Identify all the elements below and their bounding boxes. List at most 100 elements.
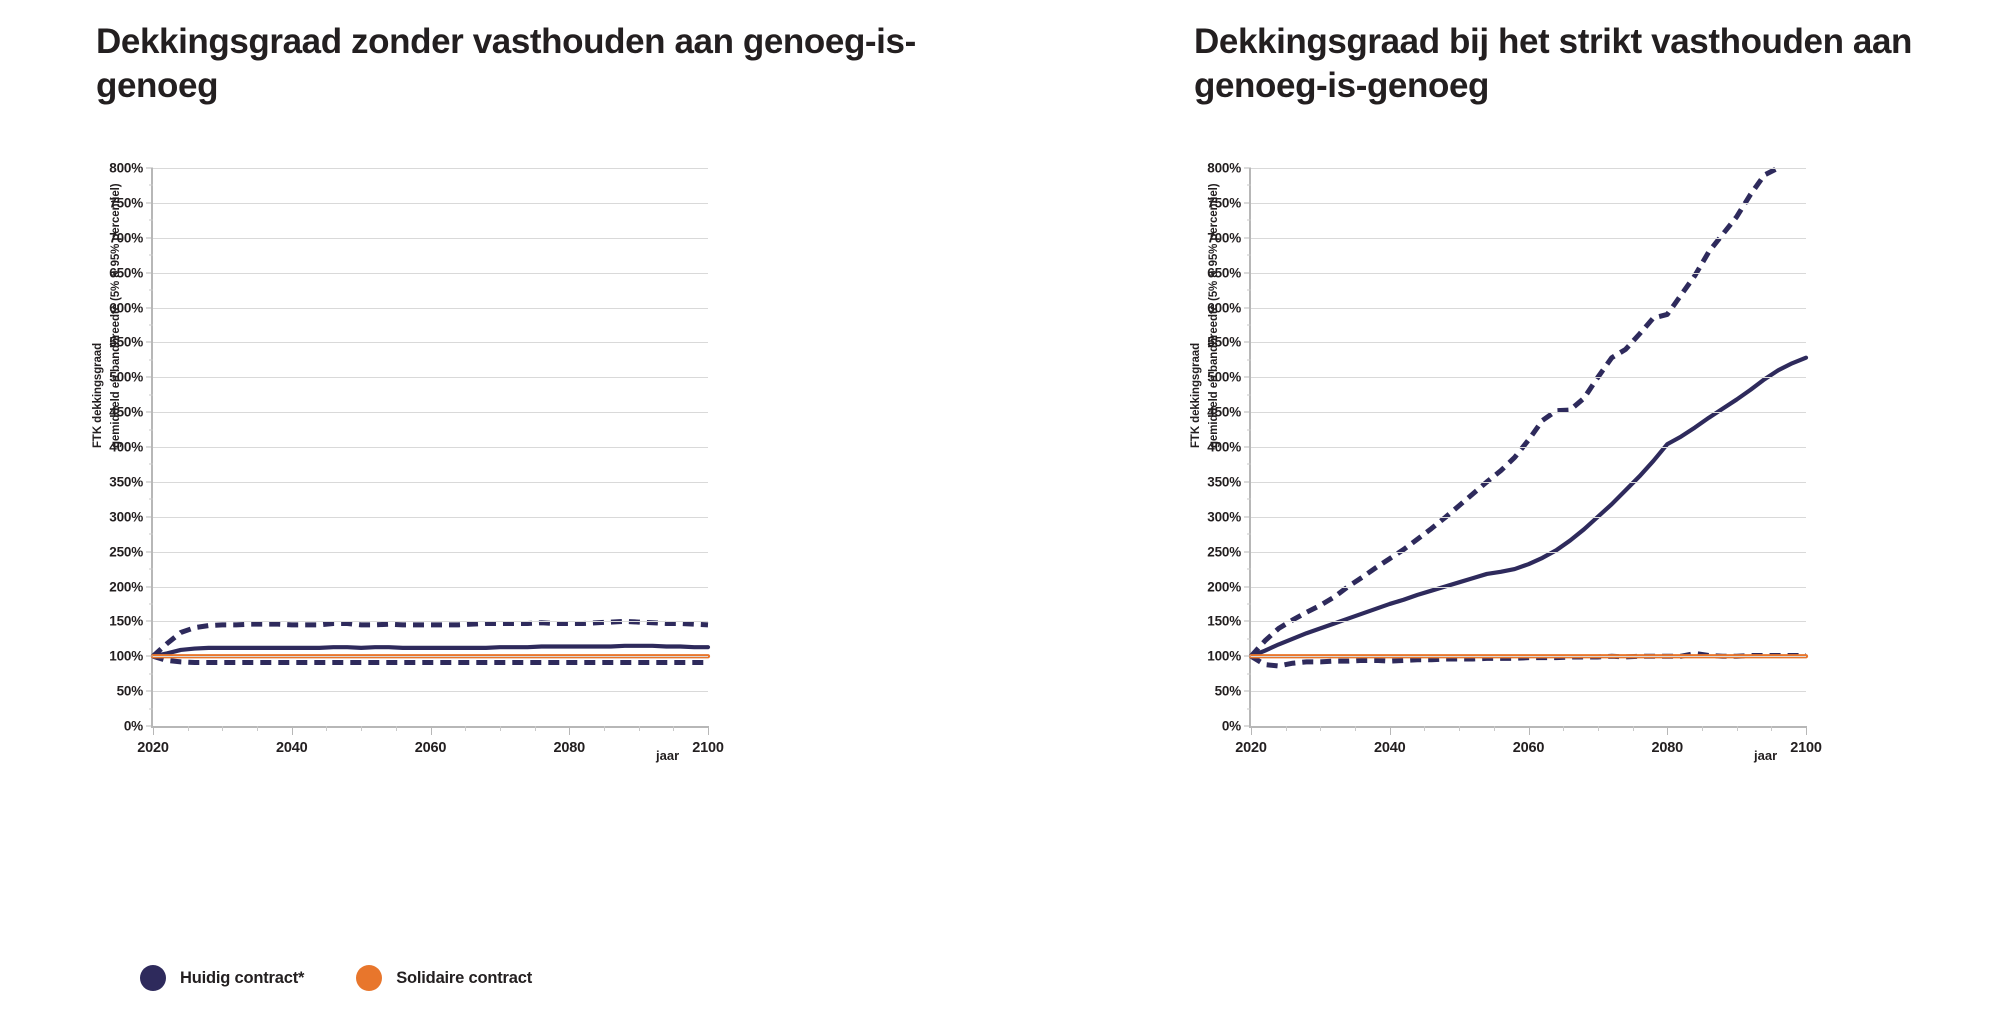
y-axis-tick-mark	[146, 655, 153, 657]
x-axis-tick-mark	[1528, 726, 1530, 735]
y-axis-tick-label: 400%	[1207, 439, 1241, 455]
y-axis-minor-tick	[1247, 394, 1251, 396]
gridline	[1251, 586, 1806, 588]
gridline	[1251, 272, 1806, 274]
y-axis-tick-mark	[146, 481, 153, 483]
gridline	[1251, 202, 1806, 204]
y-axis-minor-tick	[149, 638, 153, 640]
y-axis-tick-label: 200%	[1207, 579, 1241, 594]
gridline	[153, 621, 708, 623]
y-axis-tick-mark	[146, 237, 153, 239]
y-axis-minor-tick	[149, 673, 153, 675]
y-axis-tick-label: 500%	[1207, 369, 1241, 385]
gridline	[153, 412, 708, 414]
x-axis-tick-label: 2020	[1235, 740, 1267, 756]
series-line	[1248, 355, 1809, 659]
gridline	[1251, 168, 1806, 169]
y-axis-tick-label: 500%	[109, 369, 143, 385]
legend-dot-icon	[356, 965, 383, 991]
y-axis-minor-tick	[1247, 359, 1251, 361]
legend-dot-icon	[140, 965, 166, 991]
y-axis-tick-label: 450%	[109, 404, 143, 420]
y-axis-tick-label: 550%	[109, 334, 143, 350]
x-axis-tick-mark	[1806, 726, 1807, 735]
x-axis-minor-tick	[1597, 726, 1599, 731]
legend-item-solidaire-contract[interactable]: Solidaire contract	[356, 965, 532, 991]
y-axis-tick-label: 450%	[1207, 404, 1241, 420]
gridline	[1251, 551, 1806, 553]
x-axis-minor-tick	[603, 726, 605, 731]
gridline	[153, 342, 708, 344]
y-axis-tick-label: 100%	[109, 648, 143, 664]
gridline	[1251, 377, 1806, 379]
y-axis-minor-tick	[1247, 184, 1251, 186]
series-line	[150, 643, 711, 659]
plot-area-right: 0% 50% 100% 150% 200% 250% 300% 350% 400% 450% 500…	[1207, 161, 1822, 757]
y-axis-tick-mark	[1244, 586, 1251, 587]
y-axis-tick-label: 0%	[123, 718, 143, 734]
y-axis-tick-mark	[146, 690, 153, 692]
x-axis-minor-tick	[187, 726, 189, 731]
x-axis-minor-tick	[1459, 726, 1461, 731]
legend-left: Huidig contract* Solidaire contract	[140, 965, 532, 991]
y-axis-tick-mark	[1244, 725, 1251, 727]
y-axis-minor-tick	[1247, 673, 1251, 675]
gridline	[1251, 342, 1806, 344]
gridline	[153, 377, 708, 379]
x-axis-minor-tick	[1771, 726, 1773, 731]
x-axis-title-left: jaar	[656, 748, 680, 763]
x-axis-tick-label: 2080	[1651, 740, 1684, 756]
y-axis-minor-tick	[1247, 708, 1251, 710]
y-axis-tick-label: 300%	[109, 509, 143, 525]
gridline	[1251, 307, 1806, 309]
y-axis-minor-tick	[1247, 638, 1251, 640]
x-axis-tick-label: 2040	[1374, 740, 1406, 756]
x-axis-tick-mark	[291, 726, 293, 735]
y-axis-tick-label: 150%	[1207, 613, 1241, 629]
legend-item-huidig-contract[interactable]: Huidig contract*	[140, 965, 304, 991]
x-axis-tick-label: 2060	[414, 740, 447, 756]
y-axis-tick-mark	[146, 376, 153, 378]
x-axis-minor-tick	[1285, 726, 1287, 731]
y-axis-tick-label: 400%	[109, 439, 143, 455]
y-axis-minor-tick	[149, 324, 153, 326]
y-axis-tick-label: 750%	[109, 195, 143, 211]
y-axis-tick-mark	[1244, 690, 1251, 692]
legend-label: Solidaire contract	[396, 968, 533, 987]
y-axis-tick-mark	[1244, 516, 1251, 518]
y-axis-tick-label: 0%	[1221, 718, 1241, 734]
gridline	[1251, 412, 1806, 414]
gridline	[153, 447, 708, 448]
y-axis-tick-label: 800%	[1207, 160, 1241, 176]
y-axis-minor-tick	[1247, 603, 1251, 605]
series-line	[151, 618, 709, 659]
x-axis-minor-tick	[673, 726, 675, 731]
y-axis-tick-label: 600%	[1207, 300, 1241, 315]
y-axis-tick-label: 100%	[1207, 648, 1241, 664]
y-axis-minor-tick	[1247, 568, 1251, 570]
chart-panel-right: Dekkingsgraad bij het strikt vasthouden …	[1004, 0, 2008, 1029]
y-axis-minor-tick	[149, 708, 153, 710]
y-axis-tick-label: 300%	[1207, 509, 1241, 525]
y-axis-minor-tick	[1247, 463, 1251, 465]
x-axis-tick-label: 2040	[276, 740, 308, 756]
chart-panel-left: Dekkingsgraad zonder vasthouden aan geno…	[92, 22, 916, 991]
x-axis-tick-label: 2060	[1512, 740, 1545, 756]
gridline	[1251, 447, 1806, 448]
x-axis-tick-mark	[153, 726, 154, 735]
plot-area-left: 0% 50% 100% 150% 200% 250% 300% 350% 400% 450% 500…	[109, 161, 724, 757]
x-axis-minor-tick	[1563, 726, 1565, 731]
y-axis-tick-mark	[146, 307, 153, 308]
y-axis-tick-mark	[1244, 655, 1251, 657]
y-axis-minor-tick	[1247, 289, 1251, 291]
y-axis-tick-mark	[1244, 376, 1251, 378]
y-axis-tick-mark	[1244, 307, 1251, 308]
y-axis-minor-tick	[149, 289, 153, 291]
gridline	[1251, 691, 1806, 693]
series-line	[152, 653, 708, 666]
y-axis-tick-mark	[1244, 341, 1251, 343]
x-axis-minor-tick	[499, 726, 501, 731]
x-axis-tick-label: 2100	[1790, 740, 1822, 756]
y-axis-tick-label: 50%	[116, 683, 144, 699]
gridline	[153, 237, 708, 239]
